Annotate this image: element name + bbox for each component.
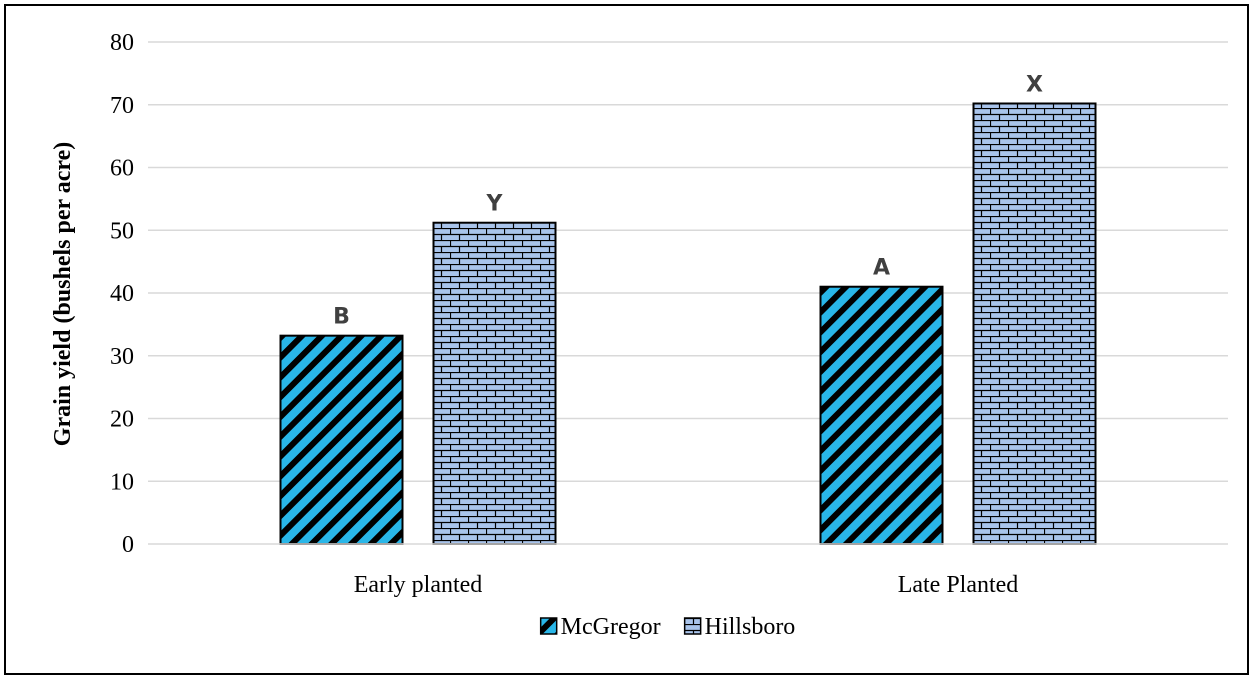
y-tick-label: 0	[122, 532, 134, 558]
legend-label-hillsboro: Hillsboro	[705, 614, 796, 640]
y-tick-label: 70	[110, 93, 134, 119]
significance-letter: Y	[486, 192, 504, 217]
y-tick-label: 40	[110, 281, 134, 307]
bar-mcgregor-1	[279, 334, 404, 546]
data-labels: B Y A X	[333, 72, 1043, 329]
bar-hillsboro-1	[432, 221, 557, 545]
bars	[279, 102, 1097, 546]
significance-letter: A	[873, 256, 890, 281]
legend: McGregor Hillsboro	[539, 614, 796, 640]
y-tick-label: 10	[110, 469, 134, 495]
significance-letter: B	[333, 305, 350, 330]
y-tick-label: 80	[110, 30, 134, 56]
significance-letter: X	[1026, 72, 1043, 97]
y-tick-label: 50	[110, 218, 134, 244]
y-axis-label: Grain yield (bushels per acre)	[50, 142, 76, 446]
y-tick-label: 60	[110, 156, 134, 182]
legend-swatch-hillsboro	[683, 617, 702, 635]
y-tick-label: 20	[110, 407, 134, 433]
axes: 0 10 20 30 40 50 60 70 80 Early planted Late Plant…	[110, 30, 1228, 598]
x-tick-label: Late Planted	[898, 572, 1019, 598]
bar-mcgregor-2	[819, 285, 944, 545]
bar-hillsboro-2	[972, 102, 1097, 546]
y-tick-label: 30	[110, 344, 134, 370]
legend-swatch-mcgregor	[539, 617, 558, 635]
legend-label-mcgregor: McGregor	[561, 614, 661, 640]
x-tick-label: Early planted	[354, 572, 483, 598]
